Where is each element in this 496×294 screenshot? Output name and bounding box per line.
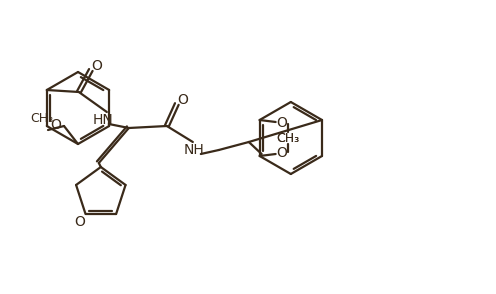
Text: O: O bbox=[276, 116, 287, 130]
Text: CH₃: CH₃ bbox=[30, 111, 54, 124]
Text: O: O bbox=[276, 146, 287, 160]
Text: O: O bbox=[51, 118, 62, 132]
Text: O: O bbox=[74, 215, 85, 229]
Text: O: O bbox=[178, 93, 188, 107]
Text: HN: HN bbox=[92, 113, 113, 127]
Text: NH: NH bbox=[184, 143, 204, 157]
Text: CH₃: CH₃ bbox=[276, 131, 299, 144]
Text: O: O bbox=[91, 59, 102, 73]
Text: CH₃: CH₃ bbox=[276, 131, 299, 144]
